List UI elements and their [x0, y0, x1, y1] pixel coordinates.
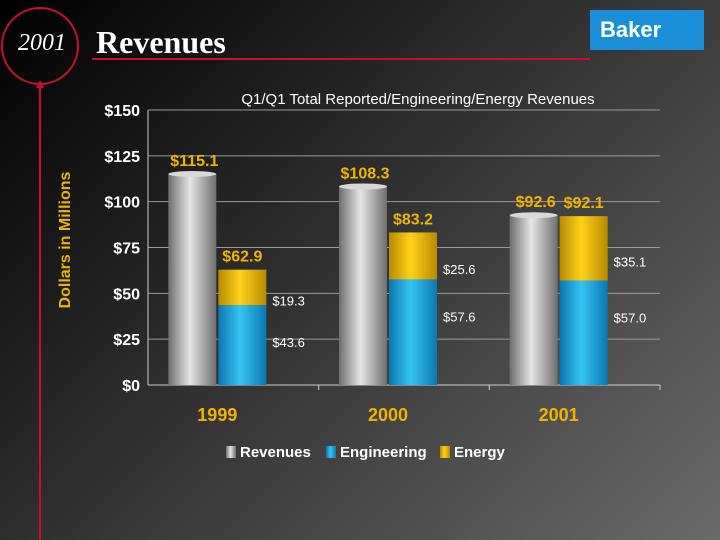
legend-swatch — [440, 446, 450, 458]
data-label-energy: $25.6 — [443, 262, 476, 277]
year-title: 2001 — [18, 30, 66, 56]
bar-revenues — [339, 186, 387, 385]
x-tick-label: 2000 — [368, 405, 408, 425]
bar-revenues-top — [168, 170, 217, 177]
x-tick-label: 2001 — [539, 405, 579, 425]
legend-swatch — [226, 446, 236, 458]
bar-engineering — [559, 280, 608, 385]
chart-title: Q1/Q1 Total Reported/Engineering/Energy … — [241, 91, 594, 108]
title-divider — [92, 58, 590, 60]
bar-revenues-top — [339, 183, 387, 190]
legend-label: Revenues — [240, 444, 311, 461]
y-tick-label: $125 — [104, 149, 140, 166]
data-label-energy: $19.3 — [272, 293, 305, 308]
data-label-revenues: $115.1 — [170, 153, 218, 170]
data-label-engineering: $57.0 — [614, 311, 647, 326]
brand-logo: Baker — [590, 10, 704, 50]
legend-swatch — [326, 446, 336, 458]
y-tick-label: $75 — [113, 241, 140, 258]
data-label-engineering: $43.6 — [272, 335, 305, 350]
legend-label: Engineering — [340, 444, 427, 461]
y-tick-label: $100 — [104, 195, 140, 212]
bar-energy — [559, 216, 608, 281]
legend-label: Energy — [454, 444, 506, 461]
data-label-energy: $35.1 — [614, 254, 647, 269]
y-tick-label: $0 — [122, 378, 140, 395]
data-label-total: $62.9 — [222, 249, 262, 266]
bar-revenues-top — [509, 212, 558, 219]
bar-engineering — [218, 305, 267, 385]
y-tick-label: $25 — [113, 332, 140, 349]
bar-energy — [218, 269, 267, 306]
data-label-total: $92.1 — [564, 195, 604, 212]
bar-revenues — [168, 173, 217, 385]
y-tick-label: $50 — [113, 286, 140, 303]
bar-energy — [389, 232, 437, 280]
x-tick-label: 1999 — [197, 405, 237, 425]
page-title: Revenues — [96, 24, 226, 60]
data-label-revenues: $92.6 — [516, 194, 556, 211]
y-tick-label: $150 — [104, 103, 140, 120]
bar-engineering — [389, 279, 437, 385]
data-label-engineering: $57.6 — [443, 309, 476, 324]
data-label-total: $83.2 — [393, 211, 433, 228]
data-label-revenues: $108.3 — [341, 165, 390, 182]
bar-revenues — [509, 215, 558, 385]
